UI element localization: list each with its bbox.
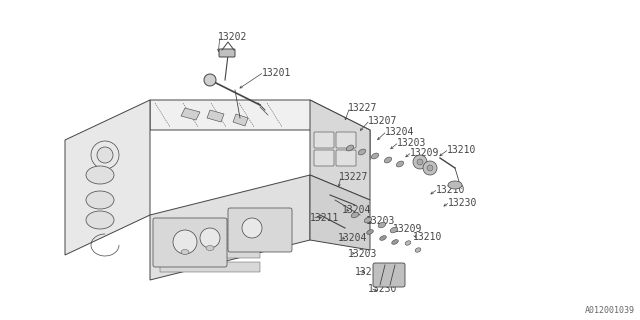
Ellipse shape — [405, 241, 411, 245]
Polygon shape — [150, 175, 310, 280]
FancyBboxPatch shape — [153, 218, 227, 267]
Polygon shape — [310, 100, 370, 200]
Ellipse shape — [206, 245, 214, 251]
FancyBboxPatch shape — [314, 150, 334, 166]
Polygon shape — [65, 100, 150, 255]
Ellipse shape — [346, 145, 354, 151]
Ellipse shape — [367, 230, 373, 234]
Circle shape — [413, 155, 427, 169]
Text: 13204: 13204 — [342, 205, 371, 215]
FancyBboxPatch shape — [373, 263, 405, 287]
Polygon shape — [207, 110, 224, 122]
FancyBboxPatch shape — [160, 234, 260, 244]
Circle shape — [423, 161, 437, 175]
Ellipse shape — [384, 157, 392, 163]
Polygon shape — [310, 175, 370, 250]
FancyBboxPatch shape — [160, 220, 260, 230]
Text: 13230: 13230 — [368, 284, 397, 294]
Ellipse shape — [392, 240, 398, 244]
Text: 13203: 13203 — [366, 216, 396, 226]
Ellipse shape — [358, 149, 365, 155]
Ellipse shape — [380, 236, 387, 240]
Text: 13201: 13201 — [262, 68, 291, 78]
Text: A012001039: A012001039 — [585, 306, 635, 315]
Polygon shape — [233, 114, 248, 126]
FancyBboxPatch shape — [336, 150, 356, 166]
Circle shape — [417, 159, 423, 165]
Circle shape — [97, 147, 113, 163]
FancyBboxPatch shape — [160, 262, 260, 272]
Text: 13204: 13204 — [338, 233, 367, 243]
FancyBboxPatch shape — [160, 248, 260, 258]
Ellipse shape — [396, 161, 404, 167]
Ellipse shape — [390, 227, 398, 233]
Text: 13211: 13211 — [310, 213, 339, 223]
Circle shape — [200, 228, 220, 248]
Ellipse shape — [371, 153, 379, 159]
FancyBboxPatch shape — [336, 132, 356, 148]
Text: 13210: 13210 — [436, 185, 465, 195]
Text: 13227: 13227 — [339, 172, 369, 182]
Text: 13210: 13210 — [355, 267, 385, 277]
Ellipse shape — [86, 211, 114, 229]
Ellipse shape — [86, 166, 114, 184]
Circle shape — [242, 218, 262, 238]
Text: 13204: 13204 — [385, 127, 414, 137]
FancyBboxPatch shape — [314, 132, 334, 148]
Text: 13203: 13203 — [348, 249, 378, 259]
Text: 13227: 13227 — [348, 103, 378, 113]
Text: 13210: 13210 — [447, 145, 476, 155]
Text: 13203: 13203 — [397, 138, 426, 148]
Circle shape — [173, 230, 197, 254]
Text: 13230: 13230 — [448, 198, 477, 208]
Text: 13210: 13210 — [413, 232, 442, 242]
Ellipse shape — [415, 248, 421, 252]
Text: 13209: 13209 — [393, 224, 422, 234]
Text: 13202: 13202 — [218, 32, 248, 42]
Polygon shape — [181, 108, 200, 120]
FancyBboxPatch shape — [219, 49, 235, 57]
Circle shape — [427, 165, 433, 171]
Text: 13209: 13209 — [410, 148, 440, 158]
Ellipse shape — [448, 181, 462, 189]
Ellipse shape — [364, 217, 372, 223]
Ellipse shape — [86, 191, 114, 209]
Ellipse shape — [351, 212, 359, 218]
Ellipse shape — [181, 250, 189, 254]
Circle shape — [204, 74, 216, 86]
Text: 13207: 13207 — [368, 116, 397, 126]
Polygon shape — [150, 100, 370, 160]
Ellipse shape — [378, 222, 386, 228]
FancyBboxPatch shape — [228, 208, 292, 252]
